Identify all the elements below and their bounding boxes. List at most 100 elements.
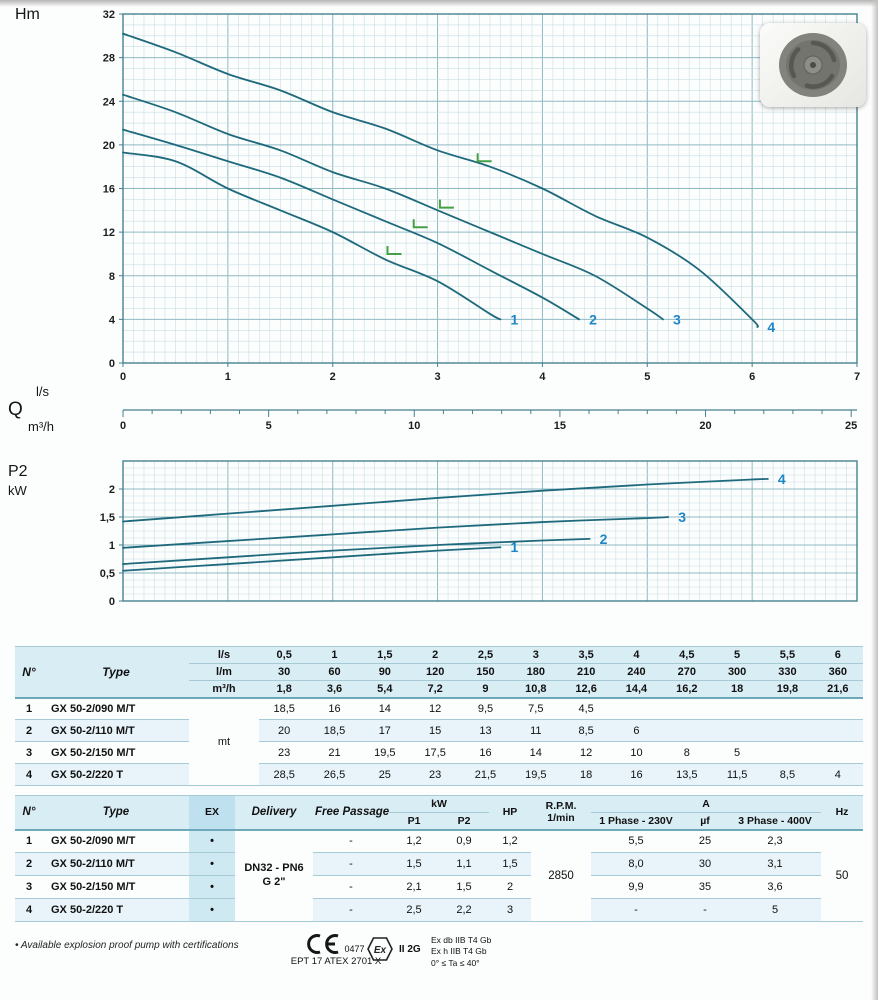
capacitor-uf: 25	[681, 829, 729, 853]
certification-footer: • Available explosion proof pump with ce…	[15, 931, 863, 993]
head-value: 17,5	[409, 741, 461, 764]
flow-unit-ls-label: l/s	[36, 384, 49, 399]
header-ex: EX	[189, 795, 235, 831]
flow-unit-m3h-label: m³/h	[28, 419, 54, 434]
svg-text:0: 0	[109, 358, 115, 370]
row-number: 3	[15, 875, 43, 899]
head-value: 8,5	[560, 719, 612, 742]
svg-text:3: 3	[678, 509, 686, 525]
table-row: 3 GX 50-2/150 M/T 23 21 19,5 17,5 16 14 12 10 8 5	[15, 741, 863, 764]
flow-axis-label: Q	[8, 399, 23, 420]
header-no: N°	[15, 795, 43, 831]
header-kw: kW	[389, 795, 489, 813]
p1-value: 2,5	[389, 898, 439, 922]
head-value: 16	[309, 697, 360, 720]
flow-value: 0,5	[259, 646, 310, 664]
svg-text:0,5: 0,5	[100, 568, 115, 580]
flow-value: 150	[460, 663, 511, 681]
flow-value: 90	[359, 663, 410, 681]
current-3phase: 3,1	[729, 852, 822, 876]
explosion-note: • Available explosion proof pump with ce…	[15, 940, 239, 951]
header-delivery: Delivery	[235, 795, 313, 831]
row-number: 3	[15, 741, 43, 764]
power-unit-label: kW	[8, 483, 27, 498]
p1-value: 1,5	[389, 852, 439, 876]
head-value	[661, 697, 712, 720]
head-value: 13	[460, 719, 511, 742]
head-value: 12	[560, 741, 612, 764]
svg-text:4: 4	[539, 371, 546, 383]
cert-line: Ex db IIB T4 Gb	[431, 935, 492, 945]
svg-text:4: 4	[767, 319, 775, 335]
svg-text:3: 3	[673, 311, 681, 327]
flow-value: 1	[309, 646, 360, 664]
current-3phase: 5	[729, 898, 822, 922]
header-hp: HP	[489, 795, 531, 831]
flow-value: 2,5	[460, 646, 511, 664]
flow-value: 180	[510, 663, 561, 681]
head-value: 11	[510, 719, 561, 742]
head-value	[762, 697, 813, 720]
ex-available-dot: •	[189, 898, 235, 922]
head-value: 28,5	[259, 763, 310, 786]
svg-text:32: 32	[103, 9, 115, 21]
pump-type: GX 50-2/110 M/T	[43, 719, 189, 742]
row-number: 2	[15, 852, 43, 876]
flow-value: 5	[711, 646, 763, 664]
flow-value: 10,8	[510, 680, 561, 699]
svg-text:25: 25	[845, 420, 857, 432]
flow-value: 6	[812, 646, 863, 664]
ex-available-dot: •	[189, 852, 235, 876]
table-row: 1 GX 50-2/090 M/T • DN32 - PN6 G 2" -1,2 0,9 1,…	[15, 829, 864, 922]
current-1phase: -	[591, 898, 681, 922]
head-value: 7,5	[510, 697, 561, 720]
hp-value: 1,2	[489, 829, 531, 853]
current-1phase: 8,0	[591, 852, 681, 876]
flow-value: 5,4	[359, 680, 410, 699]
head-value: 23	[409, 763, 461, 786]
row-number: 4	[15, 763, 43, 786]
current-1phase: 5,5	[591, 829, 681, 853]
svg-text:1,5: 1,5	[100, 512, 115, 524]
free-passage-value: -	[313, 829, 389, 853]
free-passage-value: -	[313, 852, 389, 876]
head-value: 17	[359, 719, 410, 742]
svg-text:15: 15	[554, 420, 566, 432]
svg-text:8: 8	[109, 271, 115, 283]
ce-mark-block: 0477 EPT 17 ATEX 2701 X	[281, 933, 391, 967]
hp-value: 1,5	[489, 852, 531, 876]
flow-value: 270	[661, 663, 712, 681]
ex-available-dot: •	[189, 829, 235, 853]
head-value: 20	[259, 719, 310, 742]
flow-value: 16,2	[661, 680, 712, 699]
head-axis-label: Hm	[15, 6, 40, 23]
svg-text:6: 6	[749, 371, 755, 383]
head-value: 6	[611, 719, 662, 742]
svg-text:0: 0	[109, 596, 115, 608]
row-number: 1	[15, 829, 43, 853]
pump-type: GX 50-2/090 M/T	[43, 697, 189, 720]
flow-unit-label: m³/h	[189, 680, 259, 699]
cert-line: 0° ≤ Ta ≤ 40°	[431, 957, 480, 968]
table-row: 3 GX 50-2/150 M/T • -2,1 1,5 2 9,9 35 3,6	[15, 875, 863, 899]
head-value: 15	[409, 719, 461, 742]
flow-value: 60	[309, 663, 360, 681]
svg-text:5: 5	[266, 420, 272, 432]
head-value: 4	[812, 763, 863, 786]
page-edge-right	[871, 0, 878, 1000]
head-value	[762, 741, 813, 764]
svg-text:2: 2	[589, 311, 597, 327]
hydraulic-table: N° Type l/s 0,5 1 1,5 2 2,5 3 3,5 4 4,5 5 5,5 6 l/m 30 60…	[15, 646, 863, 786]
current-1phase: 9,9	[591, 875, 681, 899]
ce-number: 0477	[344, 944, 365, 954]
table-row: 4 GX 50-2/220 T 28,5 26,5 25 23 21,5 19,5 18 16 13…	[15, 763, 863, 786]
ce-mark-icon	[307, 934, 339, 954]
flow-value: 21,6	[812, 680, 863, 699]
head-value: 13,5	[661, 763, 712, 786]
head-value: 14	[510, 741, 561, 764]
hz-value: 50	[821, 829, 864, 922]
table-row: 1 GX 50-2/090 M/T mt 18,5 16 14 12 9,5 7,5 4,5	[15, 697, 863, 786]
p2-value: 2,2	[439, 898, 489, 922]
flow-value: 9	[460, 680, 511, 699]
svg-text:0: 0	[120, 420, 126, 432]
